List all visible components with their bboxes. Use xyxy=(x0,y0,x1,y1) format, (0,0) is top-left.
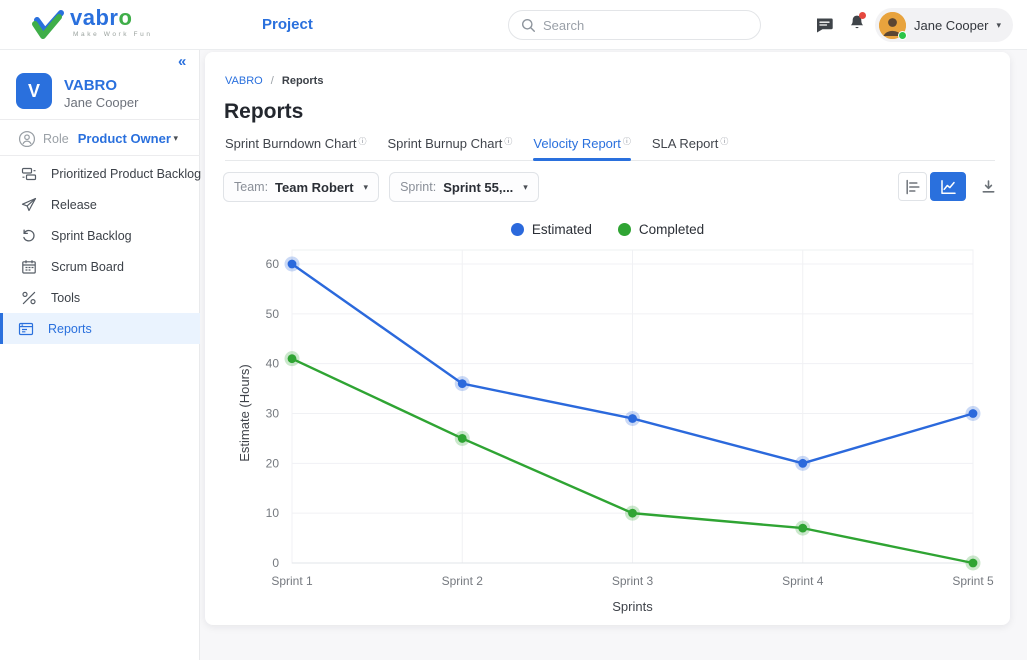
svg-text:30: 30 xyxy=(266,407,280,421)
sidebar-item-tools[interactable]: Tools xyxy=(0,282,200,313)
svg-text:Sprint 2: Sprint 2 xyxy=(442,574,484,588)
team-filter-dropdown[interactable]: Team: Team Robert ▾ xyxy=(223,172,380,202)
line-chart-icon xyxy=(940,179,956,194)
estimated-dot xyxy=(510,223,524,236)
breadcrumb-root[interactable]: VABRO xyxy=(225,75,263,87)
bar-chart-icon xyxy=(905,179,920,194)
chat-icon xyxy=(817,18,833,32)
content-area: VABRO / Reports Reports Sprint Burndown … xyxy=(200,50,1027,660)
svg-text:Sprint 5: Sprint 5 xyxy=(952,574,994,588)
svg-text:Sprints: Sprints xyxy=(612,599,653,614)
scrum-board-icon xyxy=(21,259,37,275)
notification-badge xyxy=(859,11,866,19)
sidebar-collapse-icon[interactable]: « xyxy=(178,53,187,70)
chevron-down-icon: ▾ xyxy=(363,181,369,192)
breadcrumb: VABRO / Reports xyxy=(225,75,323,87)
info-icon: ⓘ xyxy=(504,137,513,146)
sidebar-item-sprint-backlog[interactable]: Sprint Backlog xyxy=(0,220,200,251)
divider xyxy=(0,155,200,156)
team-filter-value: Team Robert xyxy=(275,179,354,195)
svg-text:40: 40 xyxy=(266,357,280,371)
avatar xyxy=(879,11,907,40)
bar-chart-view-button[interactable] xyxy=(898,172,927,201)
tab-sprint-burndown-chart[interactable]: Sprint Burndown Chart ⓘ xyxy=(225,136,367,151)
role-value: Product Owner xyxy=(77,131,171,146)
notifications-button[interactable] xyxy=(849,0,866,50)
logo-tagline: Make Work Fun xyxy=(73,31,153,38)
search-icon xyxy=(522,19,535,32)
line-chart-view-button[interactable] xyxy=(930,172,966,201)
team-filter-label: Team: xyxy=(234,180,269,194)
backlog-icon xyxy=(21,166,37,182)
search-input[interactable] xyxy=(543,11,753,39)
chevron-down-icon: ▾ xyxy=(996,19,1001,30)
person-circle-icon xyxy=(18,130,36,147)
role-selector[interactable]: Role Product Owner ▾ xyxy=(0,122,200,155)
reports-icon xyxy=(18,321,34,337)
logo-check-icon xyxy=(30,10,66,47)
svg-text:Sprint 3: Sprint 3 xyxy=(612,574,654,588)
search-bar xyxy=(508,10,761,40)
svg-text:0: 0 xyxy=(272,556,279,570)
tab-velocity-report[interactable]: Velocity Report ⓘ xyxy=(533,136,632,161)
sidebar-item-reports[interactable]: Reports xyxy=(0,313,200,344)
page-title: Reports xyxy=(224,100,304,123)
workspace-user: Jane Cooper xyxy=(64,95,139,110)
info-icon: ⓘ xyxy=(622,137,631,146)
download-chart-button[interactable] xyxy=(977,172,999,201)
reports-card: VABRO / Reports Reports Sprint Burndown … xyxy=(205,52,1010,625)
project-nav-title[interactable]: Project xyxy=(262,16,313,33)
user-menu[interactable]: Jane Cooper ▾ xyxy=(875,8,1013,42)
tab-sprint-burnup-chart[interactable]: Sprint Burnup Chart ⓘ xyxy=(387,136,513,151)
svg-text:50: 50 xyxy=(266,307,280,321)
sidebar-item-prioritized-product-backlog[interactable]: Prioritized Product Backlog xyxy=(0,158,201,189)
divider xyxy=(0,119,200,120)
sidebar-nav: Prioritized Product Backlog Release xyxy=(0,158,201,344)
download-icon xyxy=(982,179,994,193)
tab-sla-report[interactable]: SLA Report ⓘ xyxy=(651,136,729,151)
chart-view-controls xyxy=(898,172,999,201)
app-header: vabro Make Work Fun Project xyxy=(0,0,1027,50)
legend-item-estimated[interactable]: Estimated xyxy=(510,222,592,237)
sidebar: « V VABRO Jane Cooper Role Product Owner… xyxy=(0,50,201,660)
svg-text:Sprint 4: Sprint 4 xyxy=(782,574,824,588)
breadcrumb-separator: / xyxy=(270,75,274,87)
completed-dot xyxy=(617,223,631,236)
vabro-logo[interactable]: vabro Make Work Fun xyxy=(30,6,153,47)
sidebar-item-release[interactable]: Release xyxy=(0,189,200,220)
chevron-down-icon: ▾ xyxy=(173,133,178,143)
workspace-name: VABRO xyxy=(64,77,118,94)
info-icon: ⓘ xyxy=(720,137,729,146)
release-icon xyxy=(21,197,37,213)
online-status-dot xyxy=(898,30,907,40)
legend-item-completed[interactable]: Completed xyxy=(617,222,704,237)
svg-text:Estimate (Hours): Estimate (Hours) xyxy=(237,364,252,462)
logo-text: vabro Make Work Fun xyxy=(70,5,153,39)
sidebar-item-scrum-board[interactable]: Scrum Board xyxy=(0,251,200,282)
sprint-filter-dropdown[interactable]: Sprint: Sprint 55,... ▾ xyxy=(389,172,539,202)
svg-text:20: 20 xyxy=(266,456,280,470)
breadcrumb-current: Reports xyxy=(281,75,324,87)
sprint-filter-value: Sprint 55,... xyxy=(443,179,514,195)
chevron-down-icon: ▾ xyxy=(523,181,528,192)
chart-filters: Team: Team Robert ▾ Sprint: Sprint 55,..… xyxy=(223,172,539,202)
chart-legend: Estimated Completed xyxy=(205,222,1010,237)
messages-button[interactable] xyxy=(815,0,834,50)
info-icon: ⓘ xyxy=(358,137,367,146)
user-name: Jane Cooper xyxy=(914,17,989,33)
svg-text:Sprint 1: Sprint 1 xyxy=(271,574,313,588)
svg-text:10: 10 xyxy=(266,506,280,520)
tools-icon xyxy=(21,290,37,306)
sprint-filter-label: Sprint: xyxy=(400,180,437,194)
sprint-backlog-icon xyxy=(21,228,37,244)
role-label: Role xyxy=(43,131,69,146)
workspace-avatar[interactable]: V xyxy=(16,73,52,109)
velocity-chart: 0 10 20 30 40 50 60 Sprint 1 Sprint 2 Sprint 3 Spr… xyxy=(237,249,994,614)
report-tabs: Sprint Burndown Chart ⓘ Sprint Burnup Cha… xyxy=(225,136,995,161)
svg-text:60: 60 xyxy=(266,257,280,271)
